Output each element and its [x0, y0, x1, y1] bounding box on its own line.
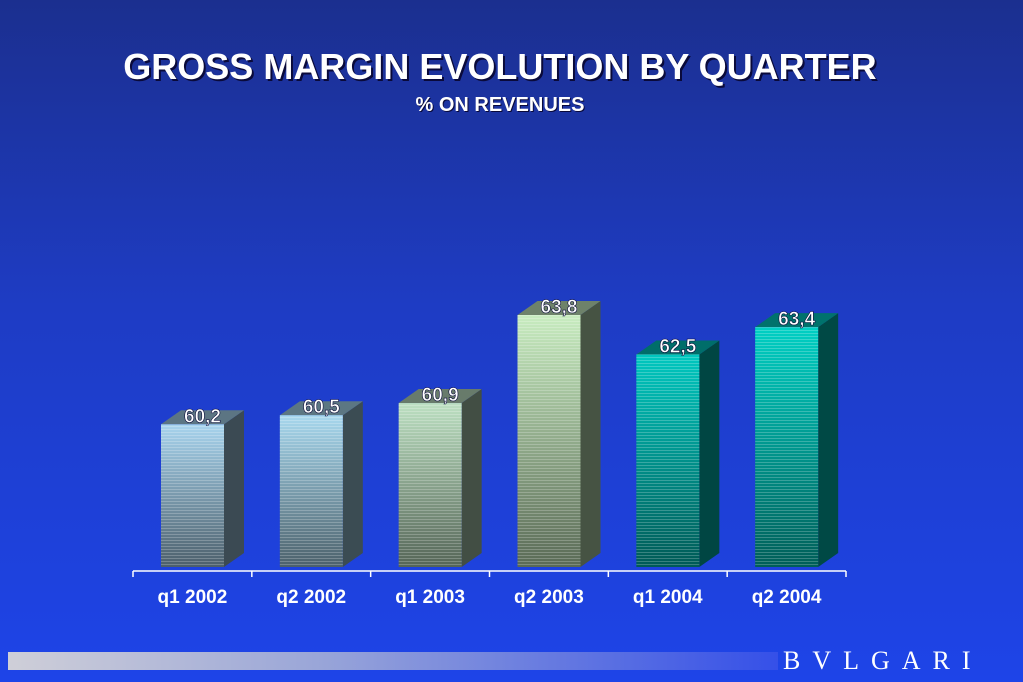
chart-title: GROSS MARGIN EVOLUTION BY QUARTER: [123, 46, 877, 87]
bar-chart: 60,2 q1 2002 60,5 q2 2002 60,9 q1 2003 63,8 q2 …: [158, 296, 839, 608]
bar-4: [636, 340, 720, 567]
bar-front-stripes: [398, 403, 462, 567]
brand-logo: BVLGARI: [783, 646, 983, 675]
bar-top: [161, 410, 244, 425]
category-label: q2 2003: [514, 587, 584, 608]
value-label: 60,9: [422, 385, 459, 406]
bar-top: [755, 313, 839, 328]
bar-front-stripes: [636, 354, 700, 567]
category-label: q1 2004: [633, 587, 703, 608]
chart-subtitle: % ON REVENUES: [415, 94, 585, 116]
value-label: 60,2: [184, 406, 221, 427]
bar-1: [279, 401, 363, 567]
bar-front-stripes: [279, 415, 343, 567]
bar-top: [636, 340, 720, 355]
bar-side: [699, 340, 720, 567]
footer-gradient-bar: [8, 652, 778, 670]
bar-top: [279, 401, 363, 416]
value-label: 60,5: [303, 397, 340, 418]
bar-front-stripes: [161, 424, 224, 567]
bar-0: [161, 410, 244, 567]
value-label: 63,4: [778, 309, 815, 330]
value-label: 62,5: [659, 336, 696, 357]
bar-2: [398, 389, 482, 567]
value-label: 63,8: [541, 297, 578, 318]
bar-side: [580, 301, 601, 567]
bar-3: [517, 301, 601, 567]
category-label: q2 2002: [276, 587, 346, 608]
bar-front-stripes: [517, 315, 581, 567]
bar-side: [818, 313, 839, 567]
category-label: q2 2004: [752, 587, 822, 608]
bar-5: [755, 313, 839, 567]
bar-side: [224, 410, 244, 567]
category-label: q1 2002: [158, 587, 228, 608]
category-label: q1 2003: [395, 587, 465, 608]
bar-side: [342, 401, 363, 567]
bar-front-stripes: [755, 327, 819, 567]
bar-top: [517, 301, 601, 315]
bar-side: [461, 389, 482, 567]
bar-top: [398, 389, 482, 404]
